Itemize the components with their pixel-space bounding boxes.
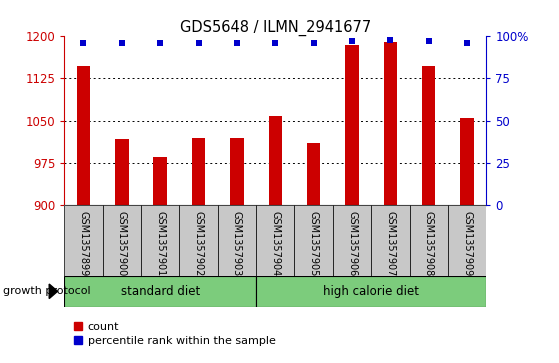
Bar xyxy=(307,143,320,205)
Bar xyxy=(179,205,218,276)
Text: GSM1357909: GSM1357909 xyxy=(462,211,472,276)
Text: GSM1357906: GSM1357906 xyxy=(347,211,357,276)
Bar xyxy=(410,205,448,276)
Title: GDS5648 / ILMN_2941677: GDS5648 / ILMN_2941677 xyxy=(179,20,371,36)
Bar xyxy=(154,157,167,205)
Bar xyxy=(115,139,129,205)
Text: GSM1357905: GSM1357905 xyxy=(309,211,319,276)
Bar xyxy=(295,205,333,276)
Bar xyxy=(268,116,282,205)
Text: GSM1357902: GSM1357902 xyxy=(193,211,203,276)
Text: standard diet: standard diet xyxy=(121,285,200,298)
Bar xyxy=(383,42,397,205)
Text: GSM1357899: GSM1357899 xyxy=(78,211,88,276)
Text: GSM1357901: GSM1357901 xyxy=(155,211,165,276)
Bar xyxy=(333,205,371,276)
Text: high calorie diet: high calorie diet xyxy=(323,285,419,298)
Text: GSM1357907: GSM1357907 xyxy=(385,211,395,276)
Bar xyxy=(218,205,256,276)
Bar xyxy=(64,205,103,276)
Text: GSM1357904: GSM1357904 xyxy=(271,211,280,276)
Bar xyxy=(448,205,486,276)
Text: GSM1357903: GSM1357903 xyxy=(232,211,242,276)
Bar xyxy=(256,205,295,276)
Bar xyxy=(230,138,244,205)
Bar xyxy=(77,66,90,205)
Polygon shape xyxy=(49,284,58,298)
Bar xyxy=(256,276,486,307)
Bar xyxy=(461,118,474,205)
Text: GSM1357900: GSM1357900 xyxy=(117,211,127,276)
Legend: count, percentile rank within the sample: count, percentile rank within the sample xyxy=(68,318,280,350)
Bar xyxy=(141,205,179,276)
Bar xyxy=(422,66,435,205)
Bar xyxy=(345,45,359,205)
Bar xyxy=(371,205,410,276)
Bar xyxy=(192,138,205,205)
Text: growth protocol: growth protocol xyxy=(3,286,91,296)
Bar xyxy=(103,205,141,276)
Text: GSM1357908: GSM1357908 xyxy=(424,211,434,276)
Bar xyxy=(64,276,256,307)
